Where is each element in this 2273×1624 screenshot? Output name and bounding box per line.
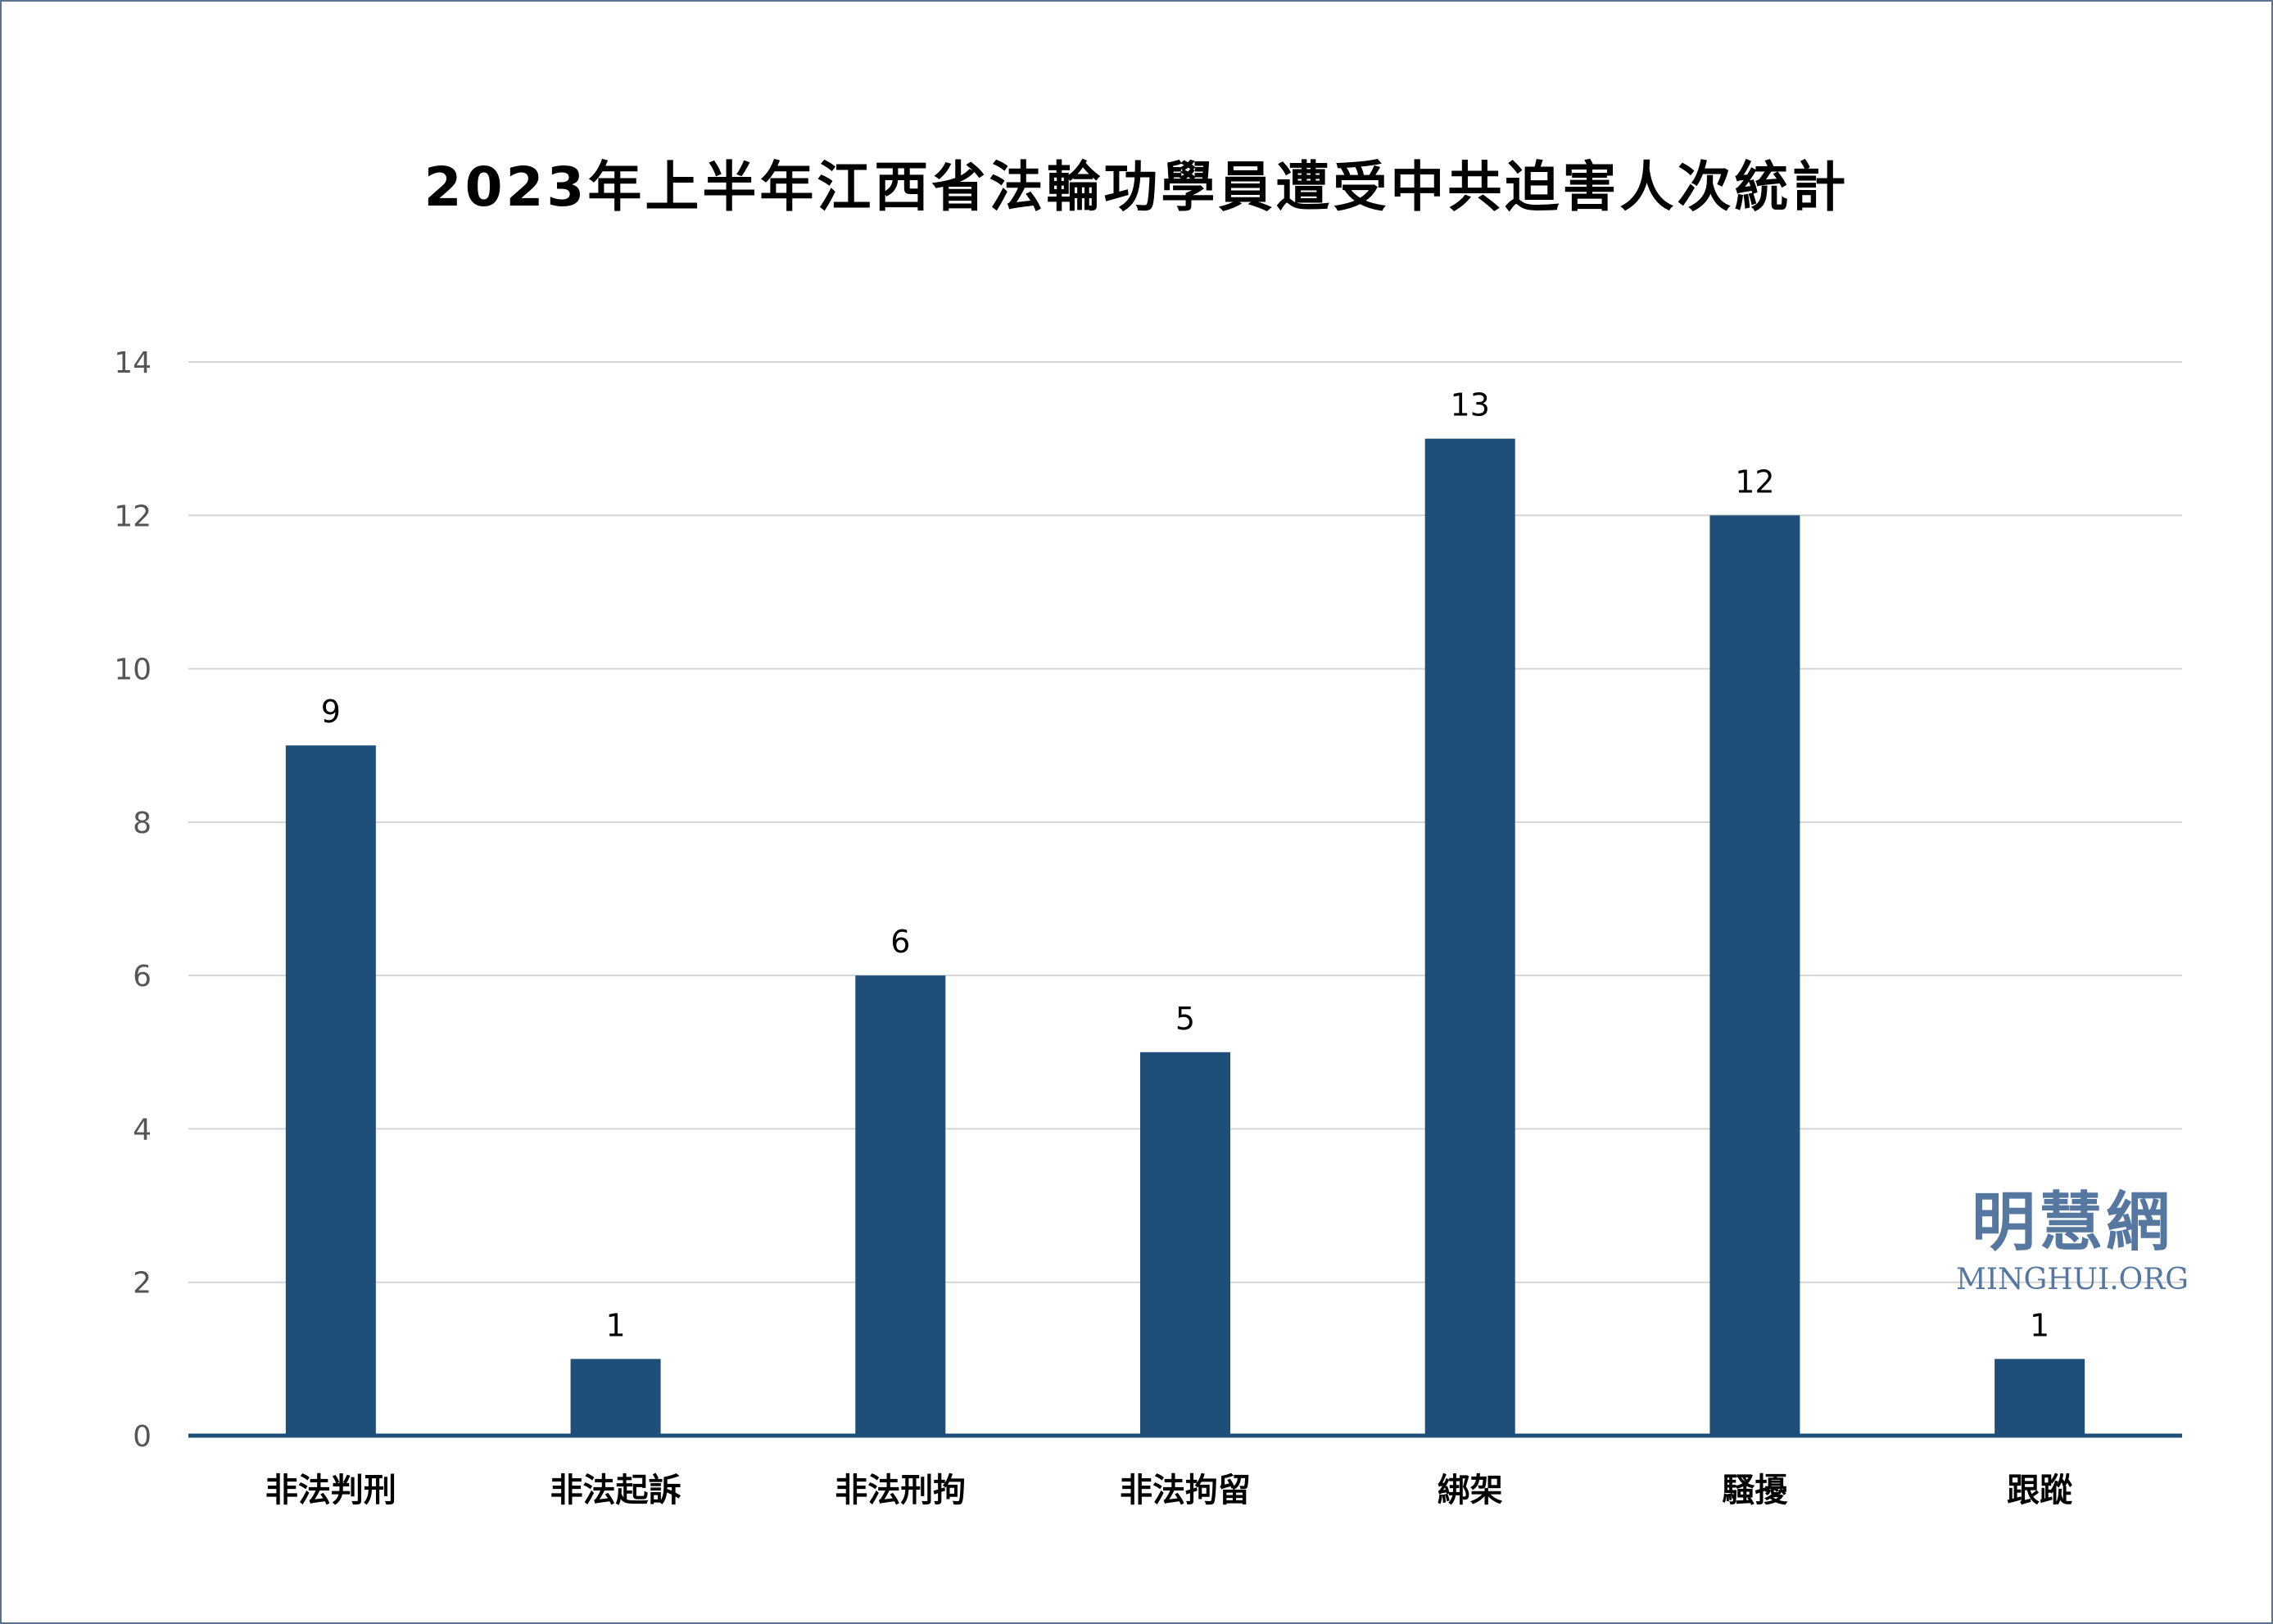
y-tick-label: 12	[114, 500, 152, 533]
data-label: 5	[1175, 1001, 1195, 1037]
watermark-cn: 明慧網	[1971, 1185, 2173, 1260]
x-tick-label: 非法判刑	[265, 1472, 396, 1509]
data-label: 1	[605, 1307, 625, 1343]
y-tick-label: 2	[133, 1267, 152, 1301]
watermark-en: MINGHUI.ORG	[1955, 1263, 2189, 1296]
minghui-watermark: 明慧網 MINGHUI.ORG	[1941, 1171, 2203, 1296]
y-tick-label: 8	[133, 807, 152, 840]
chart-title: 2023年上半年江西省法輪功學員遭受中共迫害人次統計	[423, 156, 1850, 219]
x-tick-label: 騷擾	[1722, 1472, 1788, 1509]
y-tick-label: 0	[133, 1420, 152, 1454]
data-label: 6	[890, 924, 910, 960]
y-tick-label: 14	[114, 346, 152, 380]
data-label: 12	[1735, 464, 1774, 500]
y-tick-label: 10	[114, 654, 152, 687]
x-tick-label: 非法起訴	[550, 1472, 681, 1509]
bar	[1424, 438, 1515, 1436]
bar	[1995, 1359, 2085, 1436]
bar	[855, 975, 946, 1436]
x-tick-label: 綁架	[1438, 1472, 1503, 1509]
y-tick-label: 6	[133, 960, 152, 993]
data-label: 13	[1451, 387, 1490, 423]
data-label: 1	[2030, 1307, 2049, 1343]
x-tick-label: 非法刑拘	[835, 1472, 966, 1509]
data-label: 9	[321, 694, 341, 730]
x-tick-label: 跟蹤	[2007, 1472, 2072, 1509]
bar	[1709, 515, 1800, 1436]
bar	[285, 745, 376, 1436]
bar	[1140, 1052, 1230, 1436]
y-tick-label: 4	[133, 1113, 152, 1147]
x-tick-label: 非法拘留	[1120, 1472, 1251, 1509]
bar	[570, 1359, 661, 1436]
